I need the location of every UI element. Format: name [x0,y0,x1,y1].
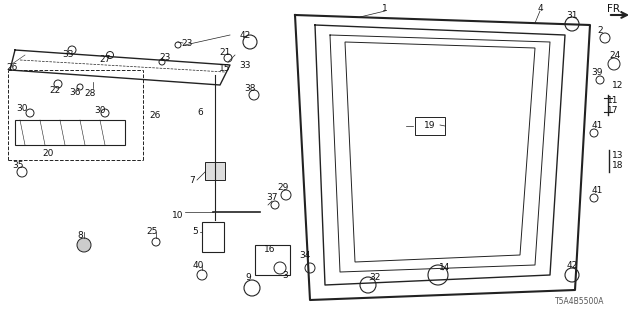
Text: 2: 2 [597,26,603,35]
Text: 34: 34 [300,251,310,260]
Text: 38: 38 [244,84,256,92]
Text: 25: 25 [147,228,157,236]
Text: 1: 1 [382,4,388,12]
Bar [202,222,224,252]
Text: 15: 15 [220,63,231,73]
Text: 30: 30 [94,106,106,115]
Text: 41: 41 [591,121,603,130]
Circle shape [77,238,91,252]
Bar [15,120,125,145]
Text: 32: 32 [369,274,381,283]
Text: 14: 14 [439,263,451,273]
Text: 37: 37 [266,194,278,203]
Bar [255,245,290,275]
Text: 27: 27 [99,54,111,63]
Text: 11: 11 [607,95,619,105]
Text: 29: 29 [277,182,289,191]
Bar [205,162,225,180]
Text: 33: 33 [239,60,251,69]
Text: 4: 4 [537,4,543,12]
Text: 23: 23 [181,38,193,47]
Text: T5A4B5500A: T5A4B5500A [556,298,605,307]
Text: 3: 3 [282,270,288,279]
Text: 24: 24 [609,51,621,60]
Text: 8: 8 [77,230,83,239]
Text: 7: 7 [189,175,195,185]
Text: 23: 23 [159,52,171,61]
Text: 17: 17 [607,106,619,115]
Polygon shape [345,42,535,262]
Text: 21: 21 [220,47,230,57]
Text: 6: 6 [197,108,203,116]
Text: 9: 9 [245,274,251,283]
Bar [415,117,445,135]
Text: FR.: FR. [607,4,623,14]
Text: 35: 35 [12,161,24,170]
Text: 42: 42 [239,30,251,39]
Text: 13: 13 [612,150,624,159]
Text: 19: 19 [424,121,436,130]
Text: 40: 40 [192,260,204,269]
Text: 41: 41 [591,186,603,195]
Text: 42: 42 [566,260,578,269]
Text: 36: 36 [69,87,81,97]
Text: 16: 16 [264,245,276,254]
Text: 28: 28 [84,89,96,98]
Text: 31: 31 [566,11,578,20]
Text: 10: 10 [172,211,184,220]
Text: 5: 5 [192,228,198,236]
Text: 12: 12 [612,81,624,90]
Text: 22: 22 [49,85,61,94]
Text: 30: 30 [16,103,28,113]
Text: 26: 26 [149,110,161,119]
Text: 20: 20 [42,148,54,157]
Text: 18: 18 [612,161,624,170]
Text: 33: 33 [62,50,74,59]
Text: 26: 26 [6,62,18,71]
Text: 39: 39 [591,68,603,76]
